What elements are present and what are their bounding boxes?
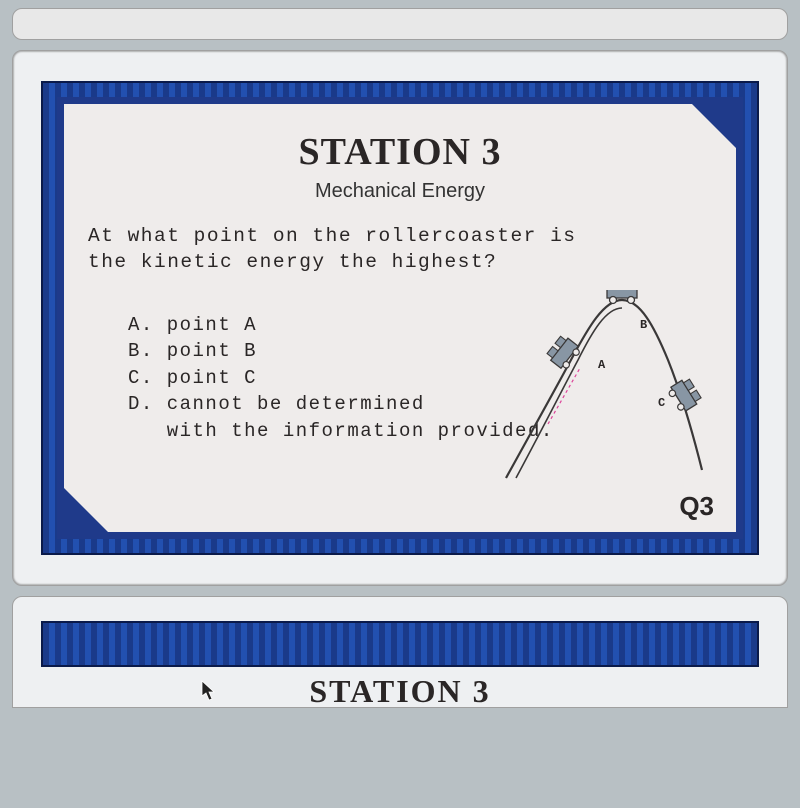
question-text: At what point on the rollercoaster is th…: [88, 223, 712, 276]
question-number: Q3: [679, 491, 714, 522]
label-a: A: [598, 358, 606, 372]
next-circuit-border: [41, 621, 759, 667]
label-c: C: [658, 396, 665, 410]
corner-cut-bl: [57, 481, 115, 539]
mouse-cursor-icon: [201, 680, 217, 702]
rollercoaster-diagram: A B C: [498, 290, 708, 480]
prev-card-sliver: [12, 8, 788, 40]
content-panel: STATION 3 Mechanical Energy At what poin…: [57, 97, 743, 539]
topic-subtitle: Mechanical Energy: [88, 180, 712, 203]
station-title: STATION 3: [88, 130, 712, 174]
circuit-border: STATION 3 Mechanical Energy At what poin…: [41, 81, 759, 555]
next-card-sliver: STATION 3: [12, 596, 788, 708]
question-line-2: the kinetic energy the highest?: [88, 251, 497, 273]
next-station-title: STATION 3: [41, 673, 759, 708]
question-card: STATION 3 Mechanical Energy At what poin…: [12, 50, 788, 586]
label-b: B: [640, 318, 647, 332]
question-line-1: At what point on the rollercoaster is: [88, 225, 576, 247]
